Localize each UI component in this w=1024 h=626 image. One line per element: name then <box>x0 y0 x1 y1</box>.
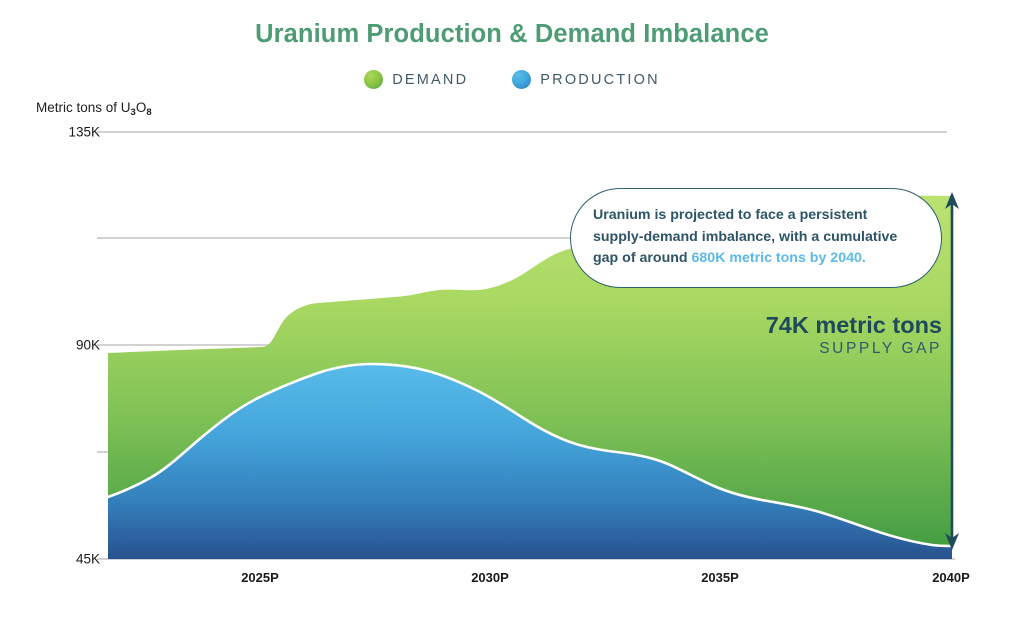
y-tick-45k: 45K <box>75 551 100 567</box>
area-production <box>108 364 952 559</box>
circle-icon <box>512 70 532 89</box>
supply-gap-caption: SUPPLY GAP <box>819 339 942 357</box>
y-axis-unit-mid: O <box>135 100 147 115</box>
callout-highlight: 680K metric tons by 2040. <box>691 250 866 267</box>
x-tick-2030: 2030P <box>471 570 509 585</box>
chart-legend: DEMAND PRODUCTION <box>0 70 1024 89</box>
y-tick-135k: 135K <box>68 124 100 140</box>
y-axis-unit-label: Metric tons of U3O8 <box>36 100 152 118</box>
circle-icon <box>364 70 384 89</box>
legend-label-demand: DEMAND <box>392 71 469 88</box>
supply-gap-arrow <box>945 192 959 550</box>
y-axis-labels: 135K 90K 45K <box>0 0 100 626</box>
y-axis-unit-sub2: 8 <box>146 107 152 118</box>
callout-text: Uranium is projected to face a persisten… <box>593 207 898 267</box>
y-tick-90k: 90K <box>75 337 100 353</box>
x-axis-labels: 2025P 2030P 2035P 2040P <box>0 570 1024 594</box>
x-tick-2025: 2025P <box>241 570 279 585</box>
x-tick-2040: 2040P <box>932 570 970 585</box>
legend-item-production[interactable]: PRODUCTION <box>512 70 659 89</box>
callout-tooltip: Uranium is projected to face a persisten… <box>570 188 942 288</box>
line-production-edge <box>106 362 954 548</box>
legend-label-production: PRODUCTION <box>540 71 660 88</box>
supply-gap-value: 74K metric tons <box>765 312 942 338</box>
supply-gap-annotation: 74K metric tons SUPPLY GAP <box>766 313 942 358</box>
page-title: Uranium Production & Demand Imbalance <box>255 20 769 48</box>
legend-item-demand[interactable]: DEMAND <box>364 70 468 89</box>
x-tick-2035: 2035P <box>701 570 739 585</box>
y-axis-unit-sub1: 3 <box>130 107 136 118</box>
y-axis-unit-prefix: Metric tons of U <box>36 100 131 115</box>
